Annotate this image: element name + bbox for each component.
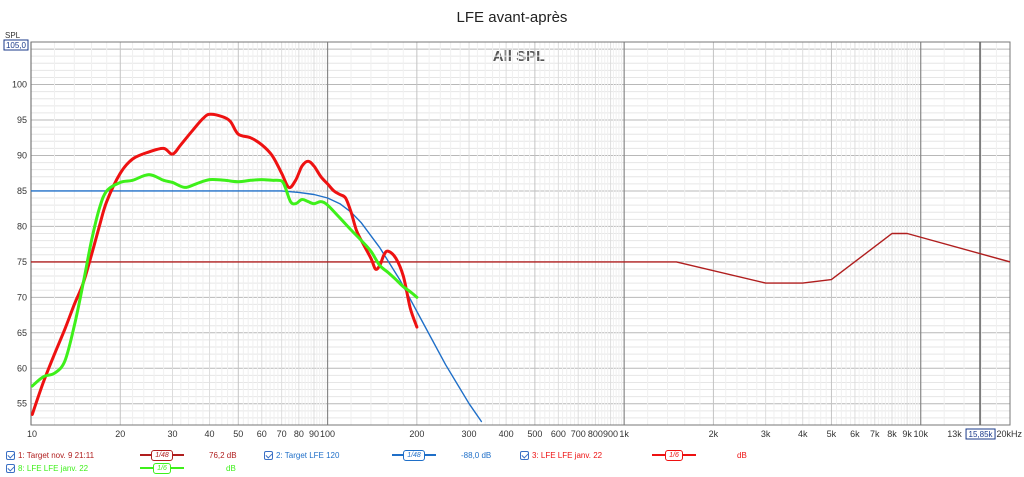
x-tick-label: 1k (619, 429, 629, 439)
x-tick-label: 70 (277, 429, 287, 439)
y-tick-label: 70 (17, 292, 27, 302)
x-tick-label: 5k (827, 429, 837, 439)
x-tick-label: 9k (902, 429, 912, 439)
chart-title: LFE avant-après (457, 9, 568, 26)
x-tick-label: 600 (551, 429, 566, 439)
x-tick-label: 40 (205, 429, 215, 439)
y-top-readout: 105,0 (6, 41, 27, 50)
series-line-1 (31, 232, 1010, 284)
legend-checkbox-2[interactable] (264, 450, 273, 460)
x-tick-label: 30 (167, 429, 177, 439)
smoothing-indicator-1[interactable]: 1/48 (140, 449, 184, 461)
x-tick-label: 2k (709, 429, 719, 439)
y-tick-label: 55 (17, 399, 27, 409)
smoothing-indicator-4[interactable]: 1/6 (140, 462, 184, 474)
x-tick-label: 10 (27, 429, 37, 439)
legend-checkbox-4[interactable] (6, 463, 15, 473)
legend-label-1: 1: Target nov. 9 21:11 (18, 450, 95, 460)
legend-value-4: dB (226, 464, 236, 473)
y-tick-label: 100 (12, 80, 27, 90)
smoothing-label-4: 1/6 (153, 462, 171, 474)
x-tick-label: 10k (913, 429, 928, 439)
y-tick-label: 60 (17, 363, 27, 373)
x-tick-label: 50 (233, 429, 243, 439)
legend-item-1[interactable]: 1: Target nov. 9 21:11 (6, 448, 94, 462)
legend-label-2: 2: Target LFE 120 (276, 450, 340, 460)
grid-lines (30, 41, 1011, 426)
legend-value-3: dB (737, 451, 747, 460)
legend-value-1: 76,2 dB (209, 451, 237, 460)
legend-item-3[interactable]: 3: LFE LFE janv. 22 (520, 448, 602, 462)
legend-checkbox-1[interactable] (6, 450, 15, 460)
x-tick-label: 400 (499, 429, 514, 439)
y-tick-label: 65 (17, 328, 27, 338)
x-tick-label: 13k (947, 429, 962, 439)
y-axis-title: SPL (5, 31, 21, 40)
x-tick-label: 200 (409, 429, 424, 439)
x-tick-label: 7k (870, 429, 880, 439)
x-tick-label: 700 (571, 429, 586, 439)
smoothing-label-2: 1/48 (403, 449, 425, 461)
y-axis-ticks: 55 60 65 70 75 80 85 90 95 100 (12, 80, 27, 409)
x-tick-label: 6k (850, 429, 860, 439)
legend-label-3: 3: LFE LFE janv. 22 (532, 450, 603, 460)
series-line-3 (31, 112, 419, 416)
legend: 1: Target nov. 9 21:11 1/48 76,2 dB 2: T… (0, 447, 1024, 477)
chart-area: LFE avant-après All SPL 5560657075808590… (3, 9, 1023, 440)
cursor-readout: 15,85k (969, 430, 994, 439)
legend-value-2: -88,0 dB (461, 451, 492, 460)
y-tick-label: 95 (17, 115, 27, 125)
x-tick-label: 4k (798, 429, 808, 439)
x-axis-ticks: 10 20 30 40 50 60 70 80 90 100 200 300 400 500 600 700 8… (27, 429, 1023, 439)
y-tick-label: 85 (17, 186, 27, 196)
x-tick-label: 90 (309, 429, 319, 439)
x-tick-label: 20 (115, 429, 125, 439)
y-tick-label: 80 (17, 221, 27, 231)
x-tick-label: 300 (462, 429, 477, 439)
x-tick-label: 100 (320, 429, 335, 439)
smoothing-label-3: 1/6 (665, 449, 683, 461)
y-tick-label: 75 (17, 257, 27, 267)
cursor-readout-box[interactable] (965, 428, 996, 440)
x-tick-label: 500 (527, 429, 542, 439)
series-line-4 (31, 173, 419, 388)
legend-item-4[interactable]: 8: LFE LFE janv. 22 (6, 461, 88, 475)
y-top-readout-box[interactable] (3, 39, 29, 51)
x-tick-label: 60 (257, 429, 267, 439)
y-tick-label: 90 (17, 150, 27, 160)
legend-item-2[interactable]: 2: Target LFE 120 (264, 448, 339, 462)
x-tick-label: 20kHz (996, 429, 1022, 439)
plot-border (30, 41, 1011, 426)
smoothing-indicator-2[interactable]: 1/48 (392, 449, 436, 461)
legend-label-4: 8: LFE LFE janv. 22 (18, 463, 89, 473)
x-tick-label: 800 (588, 429, 603, 439)
smoothing-label-1: 1/48 (151, 449, 173, 461)
x-tick-label: 80 (294, 429, 304, 439)
x-tick-label: 3k (761, 429, 771, 439)
x-tick-label: 900 (603, 429, 618, 439)
series-layer (31, 112, 1010, 423)
x-tick-label: 8k (887, 429, 897, 439)
legend-checkbox-3[interactable] (520, 450, 529, 460)
smoothing-indicator-3[interactable]: 1/6 (652, 449, 696, 461)
